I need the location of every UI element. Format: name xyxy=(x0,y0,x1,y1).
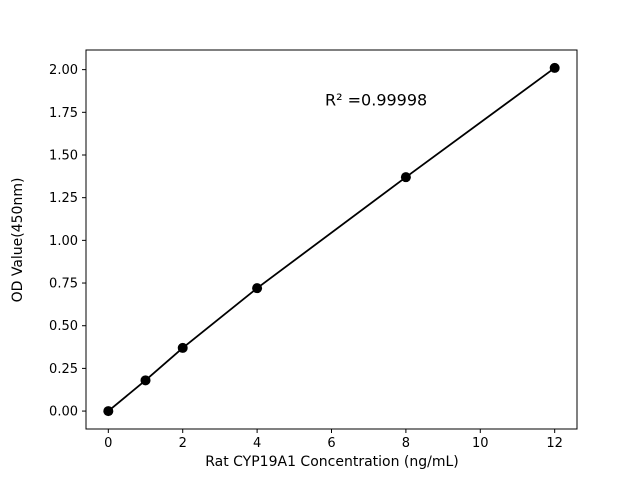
x-axis-label: Rat CYP19A1 Concentration (ng/mL) xyxy=(205,454,459,470)
data-point xyxy=(140,375,151,386)
y-tick-label: 0.25 xyxy=(49,362,78,377)
x-tick-label: 6 xyxy=(327,436,335,451)
y-tick-label: 0.50 xyxy=(49,319,78,334)
data-point xyxy=(177,342,188,353)
x-tick-label: 0 xyxy=(104,436,112,451)
data-series xyxy=(103,62,560,417)
y-axis-label: OD Value(450nm) xyxy=(10,178,26,303)
plot-area-border xyxy=(85,49,578,430)
fit-line xyxy=(107,67,556,412)
data-point xyxy=(252,283,263,294)
y-tick-label: 0.75 xyxy=(49,277,78,292)
x-tick-label: 12 xyxy=(546,436,563,451)
axis-ticks: 0 2 4 6 8 10 12 0.00 0.25 0.50 0.75 1.00 1.25 1.50 1.7… xyxy=(49,63,563,451)
data-point xyxy=(103,406,114,417)
y-tick-label: 1.50 xyxy=(49,148,78,163)
x-tick-label: 4 xyxy=(253,436,261,451)
y-tick-label: 1.25 xyxy=(49,191,78,206)
x-tick-label: 8 xyxy=(402,436,410,451)
data-point xyxy=(549,62,560,73)
x-tick-label: 10 xyxy=(472,436,489,451)
y-tick-label: 2.00 xyxy=(49,63,78,78)
r-squared-annotation: R² =0.99998 xyxy=(325,90,427,109)
y-tick-label: 1.75 xyxy=(49,106,78,121)
y-tick-label: 0.00 xyxy=(49,405,78,420)
x-tick-label: 2 xyxy=(179,436,187,451)
y-tick-label: 1.00 xyxy=(49,234,78,249)
data-point xyxy=(400,172,411,183)
